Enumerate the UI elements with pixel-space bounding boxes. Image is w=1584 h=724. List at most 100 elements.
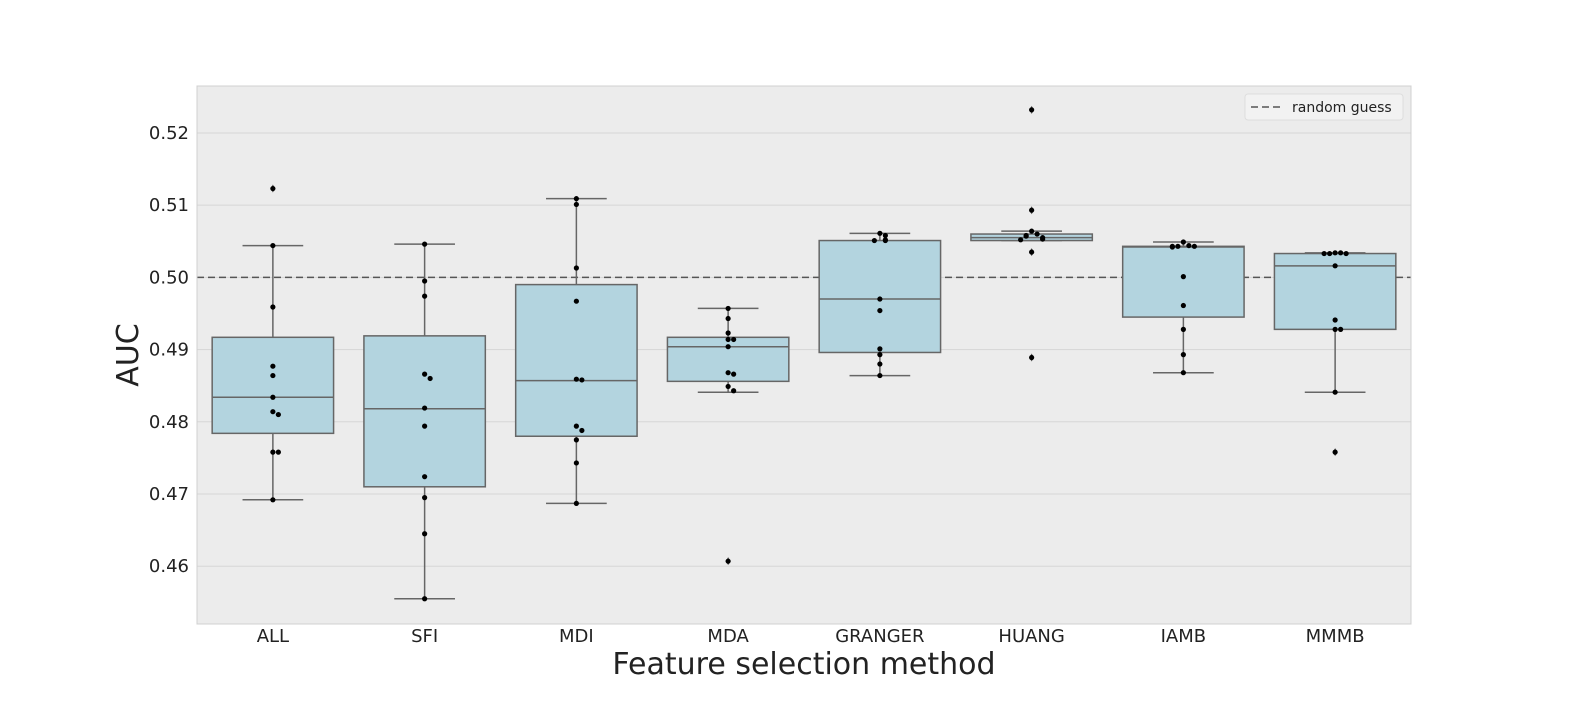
data-point	[877, 296, 883, 302]
legend-label: random guess	[1292, 100, 1392, 116]
data-point	[871, 237, 877, 244]
y-tick-label: 0.50	[149, 267, 189, 288]
data-point	[731, 336, 737, 343]
data-point	[877, 361, 883, 367]
data-point	[1332, 449, 1338, 455]
data-point	[270, 409, 276, 415]
data-point	[877, 372, 883, 379]
data-point	[1332, 250, 1338, 256]
data-point	[270, 242, 276, 249]
box-body	[211, 336, 335, 435]
data-point	[1332, 389, 1338, 395]
x-tick-label: GRANGER	[835, 626, 924, 647]
data-point	[573, 460, 579, 466]
box-body	[363, 335, 487, 488]
x-tick-label: MDA	[707, 626, 749, 647]
data-point	[1338, 250, 1344, 256]
data-point	[422, 278, 428, 284]
data-point	[1175, 243, 1181, 249]
data-point	[725, 370, 731, 376]
data-point	[877, 230, 883, 236]
data-point	[422, 241, 428, 247]
x-tick-label: IAMB	[1161, 626, 1207, 647]
x-tick-label: MMMB	[1306, 626, 1365, 647]
legend-box	[1244, 93, 1404, 121]
data-point	[1023, 233, 1029, 239]
data-point	[573, 298, 579, 304]
data-point	[1327, 250, 1333, 257]
x-tick-label: MDI	[559, 626, 594, 647]
data-point	[1029, 228, 1035, 234]
data-point	[270, 363, 276, 369]
data-point	[422, 495, 428, 501]
data-point	[1169, 244, 1175, 250]
data-point	[1040, 236, 1046, 242]
data-point	[275, 449, 281, 455]
y-tick-label: 0.52	[149, 123, 189, 144]
y-axis-ticks: 0.46 0.47 0.48 0.49 0.50 0.51 0.52	[149, 123, 189, 577]
data-point	[877, 307, 883, 314]
data-point	[1034, 231, 1040, 237]
data-point	[725, 330, 731, 336]
data-point	[1180, 302, 1186, 309]
y-tick-label: 0.49	[149, 340, 189, 361]
x-axis-title: Feature selection method	[612, 647, 995, 682]
plot-frame	[196, 85, 1412, 625]
data-point	[1321, 250, 1327, 257]
x-tick-label: ALL	[257, 626, 289, 647]
data-point	[579, 377, 585, 383]
box-body	[514, 283, 638, 437]
data-point	[1029, 354, 1035, 361]
data-point	[1180, 352, 1186, 358]
data-points	[270, 107, 1349, 602]
data-point	[573, 437, 579, 443]
data-point	[573, 201, 579, 208]
x-tick-label: HUANG	[998, 626, 1064, 647]
data-point	[725, 336, 731, 343]
data-point	[270, 497, 276, 503]
x-axis-ticks: ALL SFI MDI MDA GRANGER HUANG IAMB MMMB	[257, 626, 1365, 647]
data-point	[573, 423, 579, 429]
data-point	[882, 232, 888, 239]
data-point	[573, 196, 579, 202]
data-point	[1180, 274, 1186, 280]
data-point	[270, 185, 276, 192]
data-point	[1191, 243, 1197, 249]
data-point	[725, 558, 731, 564]
data-point	[275, 411, 281, 418]
data-point	[422, 531, 428, 537]
data-point	[882, 237, 888, 244]
data-point	[1018, 237, 1024, 243]
data-point	[731, 371, 737, 377]
data-point	[1180, 326, 1186, 332]
data-point	[725, 383, 731, 390]
data-point	[422, 405, 428, 411]
data-point	[725, 315, 731, 322]
data-point	[422, 371, 428, 377]
data-point	[573, 500, 579, 507]
data-point	[1338, 326, 1344, 332]
data-point	[573, 376, 579, 382]
data-point	[725, 344, 731, 350]
data-point	[1029, 107, 1035, 113]
data-point	[1332, 326, 1338, 332]
data-point	[1332, 263, 1338, 269]
data-point	[1029, 207, 1035, 213]
legend: random guess	[1244, 93, 1404, 121]
y-axis-title: AUC	[111, 323, 146, 386]
data-point	[1343, 250, 1349, 257]
data-point	[270, 372, 276, 379]
data-point	[270, 449, 276, 455]
data-point	[1186, 242, 1192, 249]
x-tick-label: SFI	[411, 626, 438, 647]
box-mdi	[514, 197, 638, 505]
data-point	[422, 423, 428, 429]
y-tick-label: 0.51	[149, 195, 189, 216]
data-point	[573, 265, 579, 271]
data-point	[270, 394, 276, 400]
data-point	[422, 596, 428, 602]
data-point	[731, 388, 737, 394]
y-tick-label: 0.46	[149, 556, 189, 577]
